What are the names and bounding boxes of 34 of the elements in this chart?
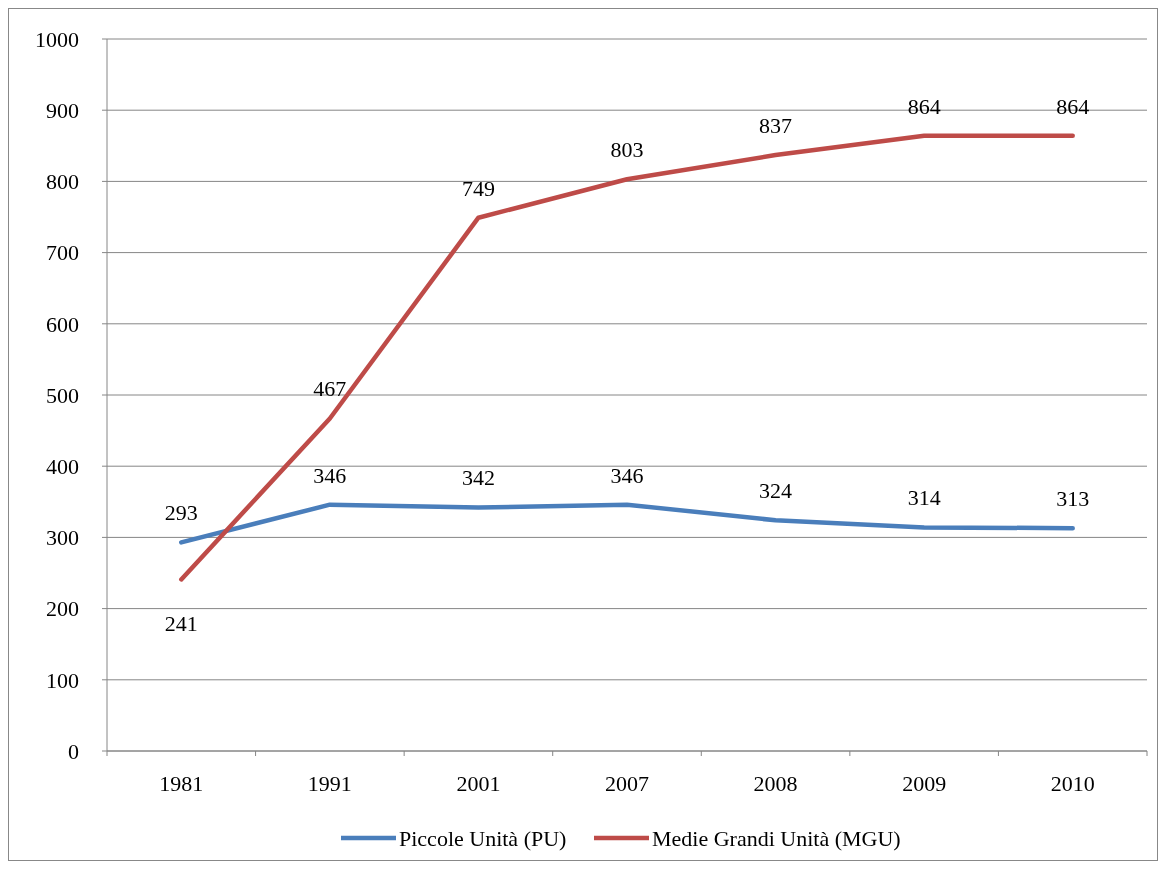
data-label: 293: [164, 500, 198, 526]
y-tick-label: 100: [46, 667, 79, 693]
data-label: 864: [1056, 93, 1090, 119]
data-label: 346: [313, 462, 347, 488]
data-label: 749: [461, 175, 495, 201]
data-label: 467: [313, 376, 347, 402]
x-tick-label: 1991: [307, 771, 352, 796]
x-tick-label: 1981: [159, 771, 204, 796]
legend-label: Piccole Unità (PU): [399, 825, 567, 851]
x-tick-label: 2001: [456, 771, 501, 796]
y-tick-label: 700: [46, 240, 79, 266]
y-tick-label: 600: [46, 311, 79, 337]
data-label: 241: [164, 611, 198, 637]
data-label: 314: [907, 485, 941, 511]
data-label: 324: [759, 478, 793, 504]
x-tick-label: 2010: [1050, 771, 1095, 796]
legend-label: Medie Grandi Unità (MGU): [652, 825, 901, 851]
x-tick-label: 2007: [605, 771, 649, 796]
y-tick-label: 200: [46, 596, 79, 622]
data-label: 346: [610, 462, 644, 488]
data-label: 837: [759, 113, 793, 139]
data-label: 864: [907, 93, 941, 119]
data-label: 342: [461, 465, 495, 491]
data-label: 313: [1056, 486, 1090, 512]
y-tick-label: 0: [68, 738, 79, 764]
y-tick-label: 900: [46, 97, 79, 123]
x-tick-label: 2008: [753, 771, 798, 796]
y-tick-label: 500: [46, 382, 79, 408]
y-tick-label: 400: [46, 453, 79, 479]
y-tick-label: 300: [46, 525, 79, 551]
x-tick-label: 2009: [902, 771, 947, 796]
data-label: 803: [610, 137, 644, 163]
y-tick-label: 1000: [35, 26, 79, 52]
y-tick-label: 800: [46, 169, 79, 195]
